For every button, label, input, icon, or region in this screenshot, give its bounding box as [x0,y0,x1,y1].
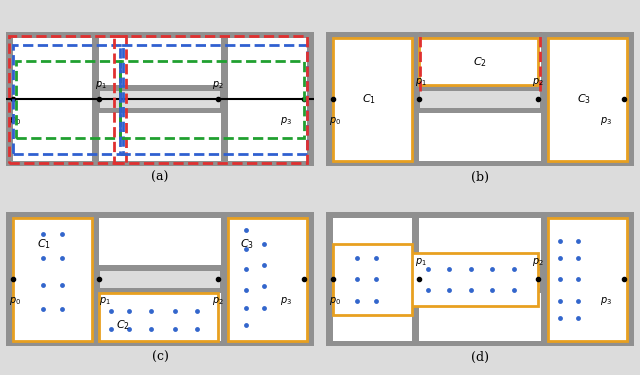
Bar [419,217,541,265]
Text: $p_0$: $p_0$ [10,114,22,126]
Text: $p_0$: $p_0$ [330,294,342,306]
Bar [220,212,314,346]
Bar [333,38,412,161]
Bar [6,212,100,346]
Text: $p_2$: $p_2$ [212,79,224,91]
Text: $p_3$: $p_3$ [280,294,292,306]
Bar [419,114,541,161]
Bar [114,36,307,163]
Bar [419,294,541,341]
Text: $p_3$: $p_3$ [600,294,612,306]
Bar [548,38,627,161]
Bar [99,294,221,341]
Text: (c): (c) [152,351,168,364]
Bar [548,217,627,341]
Text: $C_3$: $C_3$ [577,93,591,106]
Text: $p_0$: $p_0$ [10,294,22,306]
Bar [548,38,627,161]
Bar [97,32,223,91]
Text: (b): (b) [471,171,489,184]
Bar [97,108,223,166]
Text: $p_0$: $p_0$ [330,114,342,126]
Text: $C_1$: $C_1$ [37,237,51,251]
Bar [15,61,120,138]
Text: $p_2$: $p_2$ [532,76,544,88]
Text: $p_3$: $p_3$ [280,114,292,126]
Bar [417,108,543,166]
Text: (a): (a) [151,171,169,184]
Bar [99,38,221,85]
Bar [220,32,314,166]
Bar [97,212,223,271]
Bar [417,288,543,346]
Bar [10,36,126,163]
Bar [99,294,218,341]
Bar [417,212,543,271]
Bar [417,32,543,91]
Text: $p_2$: $p_2$ [212,294,224,306]
Text: $C_3$: $C_3$ [240,237,254,251]
Bar [540,32,634,166]
Bar [99,217,221,265]
Bar [13,45,123,154]
Bar [326,32,420,166]
Bar [120,45,307,154]
Bar [97,288,223,346]
Text: (d): (d) [471,351,489,364]
Bar [228,38,307,161]
Text: $p_3$: $p_3$ [600,114,612,126]
Bar [333,38,412,161]
Bar [13,38,92,161]
Bar [333,217,412,341]
Bar [13,217,92,341]
Bar [326,212,420,346]
Bar [120,61,305,138]
Text: $C_1$: $C_1$ [362,93,376,106]
Text: $p_1$: $p_1$ [99,294,110,306]
Bar [228,217,307,341]
Bar [13,217,92,341]
Text: $C_2$: $C_2$ [116,318,130,332]
Text: $p_1$: $p_1$ [415,256,428,268]
Bar [333,244,412,315]
Text: $C_2$: $C_2$ [473,56,487,69]
Bar [419,38,538,85]
Text: $p_1$: $p_1$ [415,76,428,88]
Bar [548,217,627,341]
Text: $p_2$: $p_2$ [532,256,544,268]
Bar [540,212,634,346]
Bar [333,253,538,306]
Bar [228,217,307,341]
Text: $p_1$: $p_1$ [95,79,108,91]
Bar [6,32,100,166]
Bar [419,38,541,85]
Bar [99,114,221,161]
